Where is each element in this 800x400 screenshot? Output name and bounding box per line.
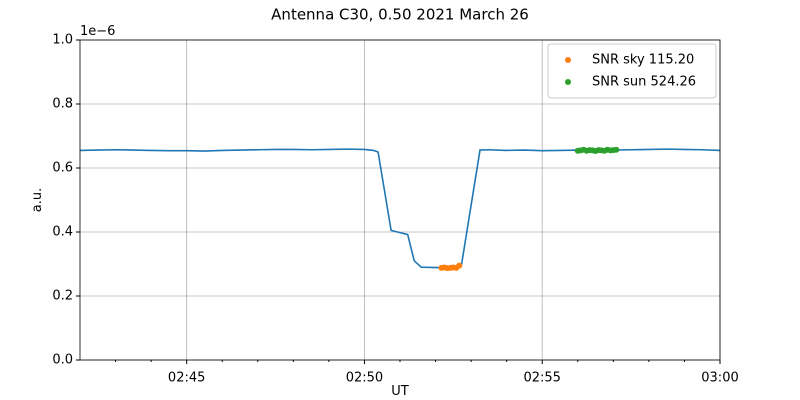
legend-label: SNR sun 524.26 (592, 75, 696, 90)
y-tick-label: 0.6 (52, 161, 73, 176)
scatter-point (456, 262, 463, 269)
x-tick-label: 02:50 (346, 371, 383, 386)
legend-marker (565, 79, 571, 85)
plot-frame (79, 39, 721, 361)
chart-title: Antenna C30, 0.50 2021 March 26 (271, 6, 529, 24)
x-tick-label: 03:00 (701, 371, 738, 386)
legend-box (547, 43, 717, 99)
y-tick-label: 0.0 (52, 353, 73, 368)
y-tick-label: 0.2 (52, 289, 73, 304)
y-tick-label: 0.4 (52, 225, 73, 240)
scatter-point (613, 146, 620, 153)
y-offset-label: 1e−6 (80, 24, 115, 39)
legend-marker (565, 57, 571, 63)
x-axis-label: UT (391, 384, 409, 399)
legend-label: SNR sky 115.20 (592, 53, 694, 68)
x-tick-label: 02:55 (523, 371, 560, 386)
y-tick-label: 1.0 (52, 33, 73, 48)
x-tick-label: 02:45 (168, 371, 205, 386)
data-line (79, 148, 721, 269)
y-axis-label: a.u. (30, 188, 45, 212)
y-tick-label: 0.8 (52, 97, 73, 112)
